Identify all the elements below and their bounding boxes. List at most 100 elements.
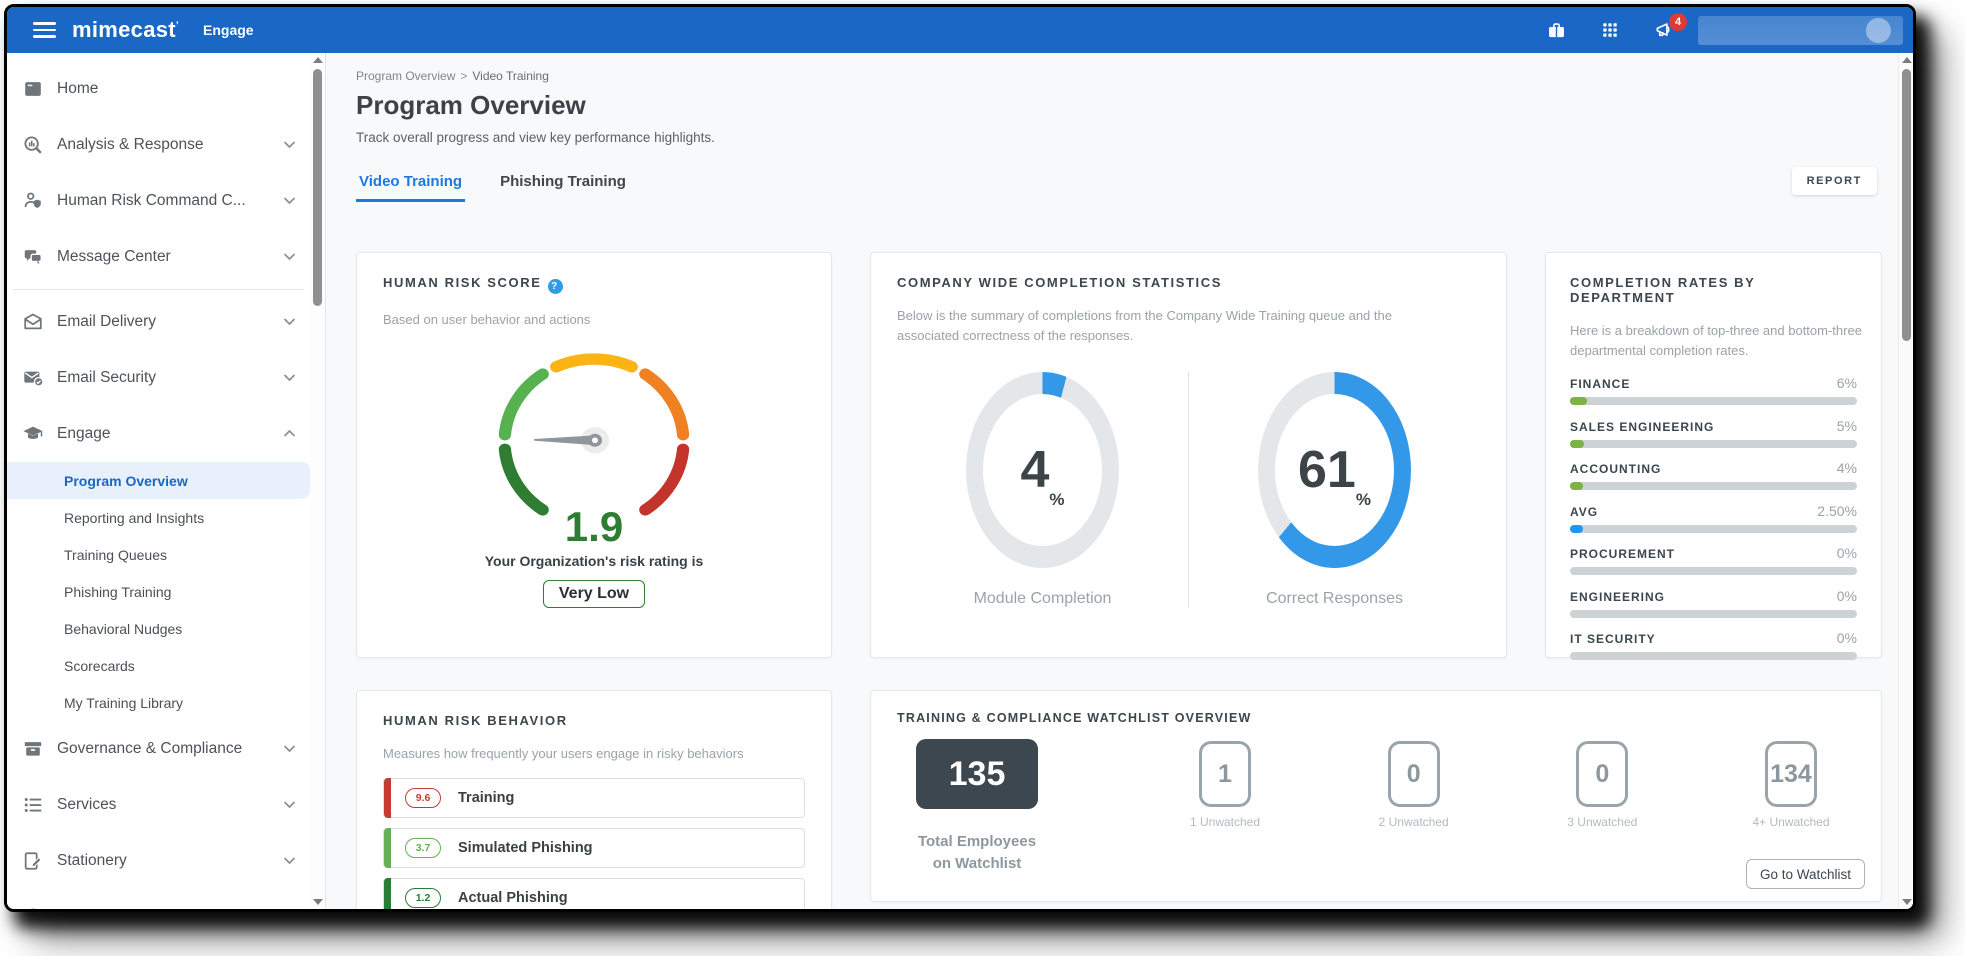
scroll-down-arrow[interactable] (312, 899, 323, 905)
total-employees-caption: Total Employees on Watchlist (917, 833, 1037, 872)
apps-grid-icon[interactable] (1601, 21, 1619, 39)
behavior-row-actual-phishing[interactable]: 1.2 Actual Phishing (383, 878, 805, 909)
home-icon (25, 82, 41, 96)
sidebar-item-analysis-response[interactable]: Analysis & Response (7, 117, 310, 173)
email-delivery-icon (24, 313, 42, 330)
sidebar-item-label: Message Center (57, 248, 171, 265)
progress-bar (1570, 652, 1857, 661)
tab-video-training[interactable]: Video Training (356, 173, 466, 202)
sidebar-item-label: Governance & Compliance (57, 740, 243, 757)
human-risk-icon (24, 192, 41, 208)
content-scrollbar-thumb[interactable] (1902, 69, 1911, 341)
dept-row: FINANCE 6% (1570, 375, 1857, 406)
sidebar-scrollbar-thumb[interactable] (313, 69, 322, 306)
tile-value: 0 (1387, 741, 1440, 807)
dept-row: SALES ENGINEERING 5% (1570, 418, 1857, 448)
chevron-down-icon (283, 248, 296, 266)
hamburger-menu-icon[interactable] (33, 18, 56, 43)
risk-rating-caption: Your Organization's risk rating is (484, 553, 704, 570)
chevron-up-icon (283, 425, 296, 443)
content-scrollbar[interactable] (1898, 53, 1913, 909)
sidebar-item-email-security[interactable]: Email Security (7, 350, 310, 406)
sidebar-item-human-risk-command[interactable]: Human Risk Command C... (7, 173, 310, 229)
sidebar-item-governance-compliance[interactable]: Governance & Compliance (7, 721, 310, 777)
progress-bar (1570, 567, 1857, 576)
sidebar-scrollbar[interactable] (310, 53, 325, 909)
sidebar-item-phishing-training[interactable]: Phishing Training (64, 583, 172, 600)
sidebar-item-label: Home (57, 80, 99, 97)
watchlist-tile-4plus-unwatched: 134 4+ Unwatched (1751, 741, 1831, 875)
sidebar-item-stationery[interactable]: Stationery (7, 833, 310, 889)
sidebar-item-services[interactable]: Services (7, 777, 310, 833)
page-title: Program Overview (356, 90, 586, 120)
sidebar-item-my-training-library[interactable]: My Training Library (64, 694, 184, 711)
sidebar-item-engage[interactable]: Engage (7, 406, 310, 462)
sidebar-item-label: Email Delivery (57, 313, 157, 330)
sidebar-item-email-delivery[interactable]: Email Delivery (7, 294, 310, 350)
chevron-down-icon (283, 192, 296, 210)
behavior-color-stripe (384, 828, 391, 869)
sidebar-item-behavioral-nudges[interactable]: Behavioral Nudges (64, 620, 183, 637)
announcements-megaphone-icon[interactable]: 4 (1653, 12, 1687, 42)
blurred-user-area (1698, 15, 1903, 45)
behavior-label: Simulated Phishing (458, 840, 593, 857)
mimecast-logo[interactable]: mimecast’ (72, 17, 179, 42)
card-description: Here is a breakdown of top-three and bot… (1570, 323, 1862, 359)
module-completion-donut: 4% Module Completion (897, 372, 1188, 608)
stationery-icon (24, 852, 42, 870)
card-subtitle: Measures how frequently your users engag… (383, 746, 744, 761)
progress-bar (1570, 439, 1857, 448)
behavior-score-pill: 1.2 (405, 888, 441, 909)
briefcase-icon[interactable] (1546, 20, 1567, 41)
behavior-row-simulated-phishing[interactable]: 3.7 Simulated Phishing (383, 828, 805, 869)
sidebar-item-message-center[interactable]: Message Center (7, 229, 310, 285)
message-center-icon (24, 250, 42, 265)
card-title: COMPANY WIDE COMPLETION STATISTICS (897, 275, 1222, 290)
tab-bar: Video Training Phishing Training (356, 173, 1913, 202)
dept-row: ACCOUNTING 4% (1570, 460, 1857, 491)
chevron-down-icon (283, 908, 296, 909)
watchlist-total: 135 Total Employees on Watchlist (897, 739, 1057, 875)
department-rates-card: COMPLETION RATES BY DEPARTMENT Here is a… (1545, 252, 1882, 661)
sidebar-item-label: Engage (57, 425, 111, 442)
sidebar-item-label: Web Security (57, 908, 149, 909)
report-button[interactable]: REPORT (1791, 167, 1877, 195)
tab-phishing-training[interactable]: Phishing Training (500, 173, 626, 190)
chevron-down-icon (283, 852, 296, 870)
info-icon[interactable]: ? (547, 279, 563, 294)
scroll-up-arrow[interactable] (312, 57, 323, 63)
main-content: Program Overview > Video Training Program … (325, 53, 1913, 909)
chevron-down-icon (283, 796, 296, 814)
watchlist-tile-2-unwatched: 0 2 Unwatched (1374, 741, 1454, 875)
services-list-icon (24, 798, 42, 812)
sidebar-item-label: Stationery (57, 852, 127, 869)
card-title: TRAINING & COMPLIANCE WATCHLIST OVERVIEW (897, 711, 1252, 725)
behavior-label: Training (458, 790, 515, 807)
page-subtitle: Track overall progress and view key perf… (356, 130, 715, 145)
web-security-globe-icon (30, 908, 36, 909)
total-employees-value: 135 (916, 739, 1038, 809)
chevron-down-icon (283, 136, 296, 154)
product-name: Engage (203, 22, 254, 38)
breadcrumb-parent[interactable]: Program Overview (356, 69, 456, 83)
sidebar-item-web-security[interactable]: Web Security (7, 889, 310, 909)
scroll-down-arrow[interactable] (1901, 899, 1912, 905)
sidebar-item-training-queues[interactable]: Training Queues (64, 546, 167, 563)
donut-value: 4 (1020, 441, 1050, 500)
risk-rating-badge[interactable]: Very Low (542, 580, 646, 609)
email-security-icon (24, 371, 44, 387)
tile-value: 134 (1764, 741, 1817, 807)
donut-label: Correct Responses (1266, 590, 1403, 608)
sidebar-item-scorecards[interactable]: Scorecards (64, 657, 135, 674)
sidebar-item-reporting-insights[interactable]: Reporting and Insights (64, 509, 205, 526)
sidebar-item-label: Email Security (57, 369, 157, 386)
dept-row: IT SECURITY 0% (1570, 630, 1857, 661)
go-to-watchlist-button[interactable]: Go to Watchlist (1745, 859, 1865, 889)
sidebar-item-program-overview[interactable]: Program Overview (7, 462, 310, 499)
behavior-label: Actual Phishing (458, 890, 568, 907)
sidebar-item-home[interactable]: Home (7, 61, 310, 117)
behavior-score-pill: 3.7 (405, 838, 441, 859)
behavior-color-stripe (384, 778, 391, 819)
behavior-row-training[interactable]: 9.6 Training (383, 778, 805, 819)
scroll-up-arrow[interactable] (1901, 57, 1912, 63)
